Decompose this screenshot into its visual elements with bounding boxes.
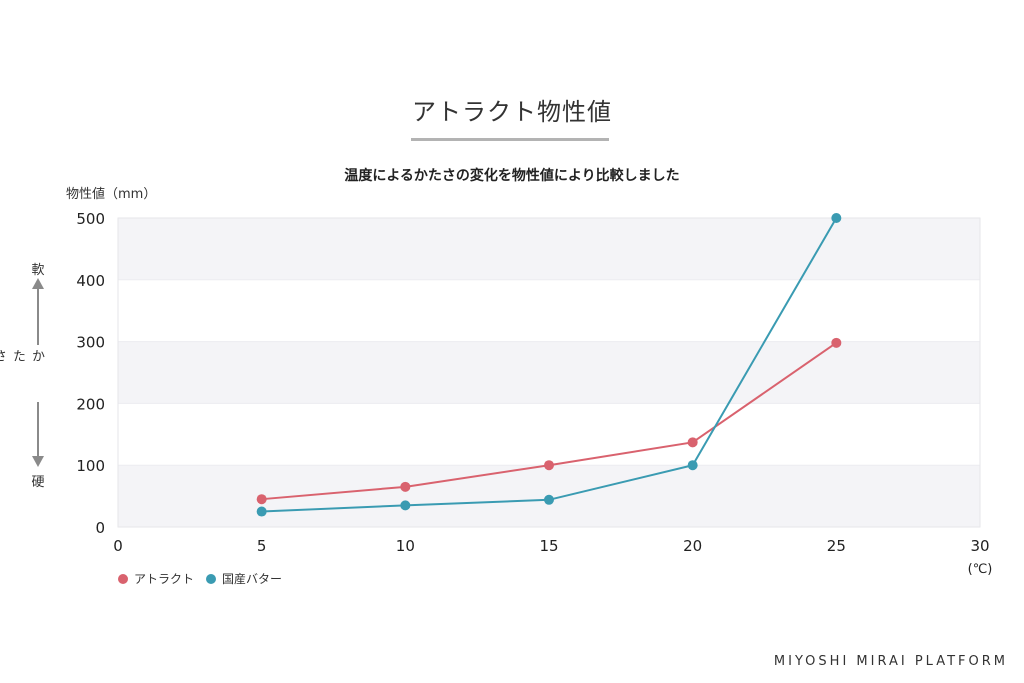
data-point-0 [400,481,411,492]
y-axis-label: 物性値（mm） [66,187,157,202]
plot-frame [117,217,981,528]
legend-dot-butter [206,573,217,584]
x-tick-label: 20 [683,537,702,555]
arrow-down-icon [32,456,44,467]
x-unit-label: (℃) [968,562,993,577]
legend-item-attract: アトラクト [118,570,194,587]
x-tick-label: 5 [257,537,267,555]
data-point-1 [831,213,842,223]
soft-label: 軟 [31,263,45,278]
page-title: アトラクト物性値 [412,98,612,126]
x-tick-label: 10 [396,537,415,555]
y-tick-label: 400 [76,272,105,290]
y-tick-label: 300 [76,334,105,352]
data-point-0 [831,337,842,348]
title-underline [411,138,609,141]
footer-brand: MIYOSHI MIRAI PLATFORM [773,654,1008,669]
legend-item-butter: 国産バター [206,570,282,587]
x-tick-label: 0 [113,537,123,555]
data-point-1 [544,494,554,505]
y-tick-label: 500 [76,210,105,228]
x-tick-label: 25 [827,537,846,555]
data-point-0 [544,460,554,471]
data-point-0 [256,494,267,505]
legend-label-butter: 国産バター [222,572,283,586]
data-point-1 [687,460,698,471]
x-tick-label: 15 [539,537,558,555]
grid-band [118,341,980,404]
legend-dot-attract [118,573,128,584]
chart-subtitle: 温度によるかたさの変化を物性値により比較しました [344,168,680,184]
data-point-1 [256,506,267,517]
y-tick-label: 100 [76,457,105,475]
hard-label: 硬 [31,475,45,490]
data-point-0 [687,437,698,448]
y-tick-label: 200 [76,395,105,413]
x-tick-label: 30 [970,537,989,555]
hardness-label: かたさ [0,349,44,364]
grid-band [118,218,980,280]
y-tick-label: 0 [95,519,105,537]
legend: アトラクト 国産バター [118,570,294,587]
arrow-up-icon [32,278,44,289]
data-point-1 [400,500,411,511]
legend-label-attract: アトラクト [134,572,195,586]
